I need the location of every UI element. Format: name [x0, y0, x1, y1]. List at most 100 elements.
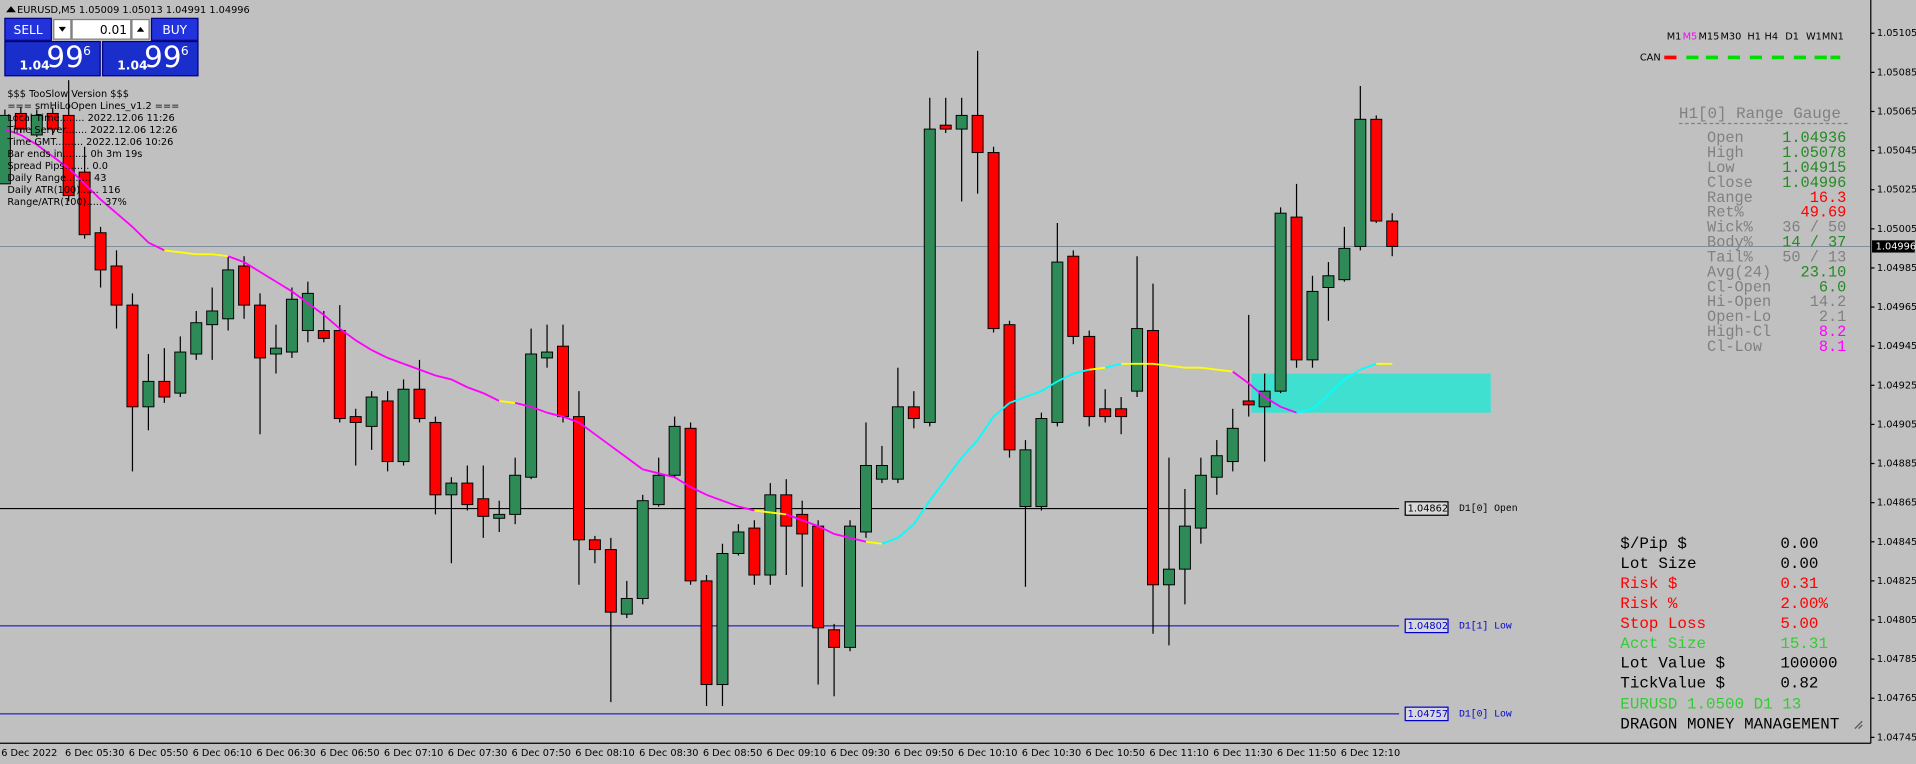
candle-body [891, 406, 904, 480]
candle-body [636, 500, 649, 599]
x-tick-label: 6 Dec 2022 [1, 748, 57, 759]
ma-segment [115, 212, 134, 228]
ma-segment [642, 468, 659, 475]
ma-segment [1264, 396, 1282, 408]
ma-segment [36, 143, 54, 158]
ask-box[interactable] [102, 40, 199, 77]
money-value: 0.00 [1780, 535, 1818, 553]
gauge-value: 8.1 [1819, 338, 1846, 356]
ma-segment [1327, 378, 1346, 396]
candle-body [875, 465, 888, 480]
timeframe: M30 [1720, 32, 1741, 43]
bid-box[interactable] [4, 40, 101, 77]
ma-segment [227, 255, 245, 263]
ma-segment [83, 183, 102, 201]
candle-body [381, 400, 394, 463]
bid-big: 1.04 [20, 59, 50, 73]
gauge-value: 14.2 [1810, 293, 1847, 311]
ma-segment [131, 226, 150, 244]
candle-body [1242, 400, 1255, 406]
candle-body [1147, 330, 1160, 586]
gauge-value: 1.04996 [1782, 174, 1846, 192]
timeframe: H1 [1747, 32, 1761, 43]
y-tick-label: 1.05005 [1877, 224, 1916, 235]
ma-segment [99, 198, 118, 214]
ma-segment [4, 128, 22, 136]
y-tick-label: 1.05065 [1877, 106, 1916, 117]
info-line: Spread Pips........ 0.0 [7, 161, 108, 172]
collapse-icon[interactable] [6, 6, 16, 13]
ma-segment [307, 302, 325, 316]
up-arrow [136, 26, 145, 32]
info-line: Daily Range........ 43 [7, 173, 106, 184]
candle-body [14, 112, 27, 130]
candle-body [955, 114, 968, 130]
y-tick-label: 1.05085 [1877, 67, 1916, 78]
candle-body [748, 527, 761, 576]
level-value-box [1404, 706, 1449, 722]
money-value: 0.31 [1780, 575, 1818, 593]
candle-body [1131, 328, 1144, 392]
ma-segment [1152, 362, 1170, 367]
candle-body [1115, 408, 1128, 418]
gauge-value: 16.3 [1810, 189, 1847, 207]
candle-body [557, 345, 569, 418]
candle-body [1370, 118, 1383, 222]
y-tick-label: 1.04805 [1877, 615, 1916, 626]
level-value: 1.04757 [1408, 709, 1448, 720]
candle-body [142, 380, 155, 408]
candle-body [413, 388, 426, 420]
sell-button[interactable] [4, 17, 52, 41]
gauge-label: Body% [1707, 234, 1754, 252]
gauge-value: 50 / 13 [1782, 248, 1846, 266]
candle-body [1306, 290, 1319, 361]
candle-body [349, 416, 362, 423]
resize-grip [1854, 720, 1863, 729]
x-tick-label: 6 Dec 10:50 [1086, 748, 1145, 759]
gauge-label: Low [1707, 159, 1734, 177]
ma-segment [610, 445, 628, 459]
ma-segment [514, 402, 532, 408]
candle-body [78, 171, 91, 236]
candle-body [94, 232, 107, 271]
down-arrow [58, 26, 66, 32]
candle-body [796, 513, 809, 535]
level-label: D1[1] Low [1459, 620, 1512, 631]
candle-body [429, 421, 442, 496]
x-tick-label: 6 Dec 06:30 [256, 748, 315, 759]
ma-segment [291, 290, 309, 304]
ma-segment [1025, 390, 1042, 398]
buy-button[interactable] [150, 17, 199, 41]
candle-body [333, 330, 346, 420]
x-tick-label: 6 Dec 11:10 [1149, 748, 1208, 759]
y-tick-label: 1.04925 [1877, 380, 1916, 391]
info-line: === smHiLoOpen Lines_v1.2 === [7, 101, 179, 112]
candle-body [301, 292, 314, 332]
ma-segment [1248, 382, 1266, 398]
money-value: 5.00 [1780, 615, 1818, 633]
candle-body [158, 380, 171, 398]
ma-segment [944, 457, 963, 480]
candle-body [1162, 568, 1175, 586]
candle-body [700, 580, 713, 686]
candle-body [62, 114, 75, 197]
candle-body [1035, 418, 1048, 508]
ma-segment [212, 253, 229, 258]
candle-body [907, 406, 920, 420]
ask-point: 6 [181, 44, 189, 58]
level-value: 1.04802 [1408, 621, 1448, 632]
candle-body [1019, 449, 1032, 508]
lot-input[interactable] [71, 18, 132, 40]
ma-segment [1232, 370, 1250, 385]
ma-segment [1089, 366, 1106, 371]
ma-segment [546, 411, 564, 418]
x-tick-label: 6 Dec 09:10 [767, 748, 826, 759]
info-line: Local Time........ 2022.12.06 11:26 [7, 113, 174, 124]
y-tick-label: 1.04765 [1877, 693, 1916, 704]
overlay: 1.04862 D1[0] Open 1.04802 D1[1] Low 1.04757… [6, 89, 1846, 733]
timeframe: D1 [1785, 32, 1799, 43]
gauge-label: Ret% [1707, 204, 1744, 222]
ma-segment [355, 339, 373, 351]
x-tick-label: 6 Dec 06:10 [193, 748, 252, 759]
ma-segment [450, 378, 468, 389]
